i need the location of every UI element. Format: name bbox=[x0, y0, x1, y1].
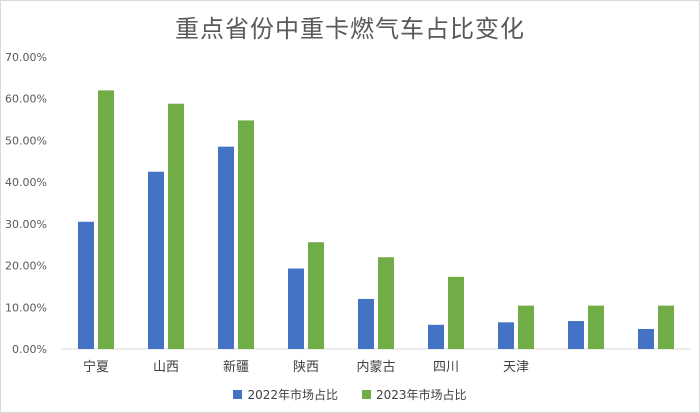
legend-item-2022: 2022年市场占比 bbox=[233, 386, 338, 403]
bar-2023 bbox=[238, 120, 254, 349]
x-category-label: 陕西 bbox=[293, 360, 319, 375]
bar-2022 bbox=[638, 328, 654, 349]
x-category-label: 天津 bbox=[503, 360, 529, 375]
x-category-label: 新疆 bbox=[223, 359, 249, 375]
x-category-label: 内蒙古 bbox=[356, 359, 395, 375]
bar-2022 bbox=[288, 268, 304, 349]
legend-label-2023: 2023年市场占比 bbox=[376, 388, 467, 402]
chart-title: 重点省份中重卡燃气车占比变化 bbox=[175, 15, 525, 43]
bar-2023 bbox=[308, 242, 324, 349]
bar-2022 bbox=[358, 298, 374, 349]
bar-2023 bbox=[658, 305, 674, 349]
bar-2022 bbox=[498, 322, 514, 349]
y-tick-label: 70.00% bbox=[5, 51, 47, 64]
y-tick-label: 30.00% bbox=[5, 218, 47, 231]
bar-2023 bbox=[168, 103, 184, 349]
bar-2022 bbox=[428, 324, 444, 349]
bar-2022 bbox=[78, 221, 94, 349]
bar-2022 bbox=[568, 321, 584, 349]
y-axis-ticks: 0.00% 10.00% 20.00% 30.00% 40.00% 50.00% 60.00… bbox=[5, 51, 47, 356]
legend-label-2022: 2022年市场占比 bbox=[247, 388, 338, 402]
x-category-label: 宁夏 bbox=[83, 359, 109, 375]
legend-item-2023: 2023年市场占比 bbox=[362, 386, 467, 403]
bar-2023 bbox=[588, 305, 604, 349]
y-tick-label: 60.00% bbox=[5, 93, 47, 106]
legend-swatch-2022 bbox=[233, 390, 243, 399]
bar-2023 bbox=[98, 90, 114, 349]
bar-group bbox=[78, 90, 674, 349]
x-category-label: 山西 bbox=[153, 360, 179, 375]
y-tick-label: 40.00% bbox=[5, 176, 47, 189]
category-labels: 宁夏 山西 新疆 陕西 内蒙古 四川 天津 bbox=[83, 359, 529, 375]
y-tick-label: 10.00% bbox=[5, 301, 47, 314]
legend: 2022年市场占比 2023年市场占比 bbox=[1, 386, 699, 403]
bar-2023 bbox=[448, 276, 464, 349]
bar-2022 bbox=[218, 146, 234, 349]
y-tick-label: 50.00% bbox=[5, 134, 47, 147]
bar-2023 bbox=[378, 257, 394, 349]
x-category-label: 四川 bbox=[433, 360, 459, 375]
bar-2022 bbox=[148, 171, 164, 349]
legend-swatch-2023 bbox=[362, 390, 371, 399]
y-tick-label: 0.00% bbox=[12, 343, 47, 356]
bar-2023 bbox=[518, 305, 534, 349]
y-tick-label: 20.00% bbox=[5, 260, 47, 273]
